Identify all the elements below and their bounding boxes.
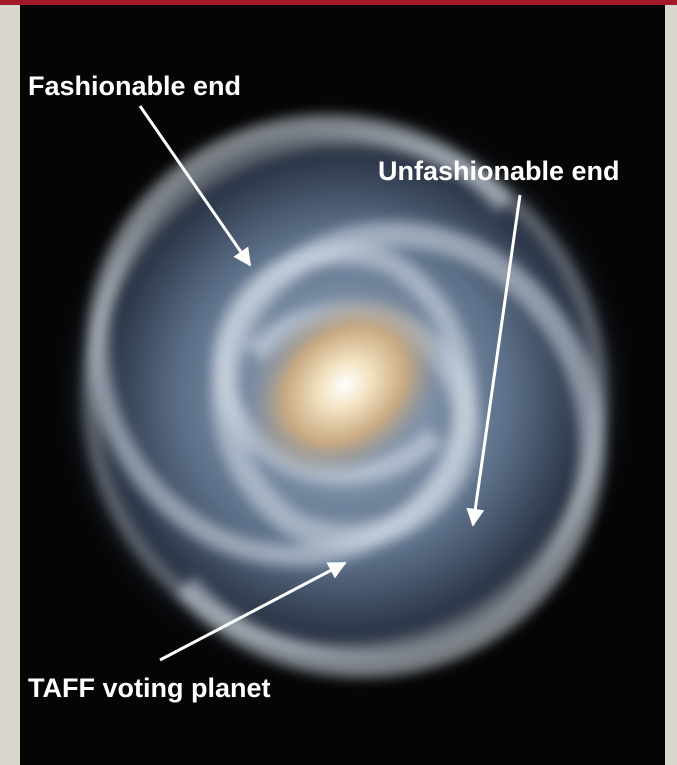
spiral-arms	[82, 114, 608, 678]
galaxy-core	[244, 288, 446, 482]
annotation-label: Fashionable end	[28, 71, 241, 101]
arrow	[466, 194, 522, 527]
top-rule	[0, 0, 677, 5]
annotation-label: TAFF voting planet	[28, 673, 270, 703]
arrow	[159, 561, 347, 662]
arrow	[138, 105, 252, 267]
annotation-label: Unfashionable end	[378, 156, 620, 186]
